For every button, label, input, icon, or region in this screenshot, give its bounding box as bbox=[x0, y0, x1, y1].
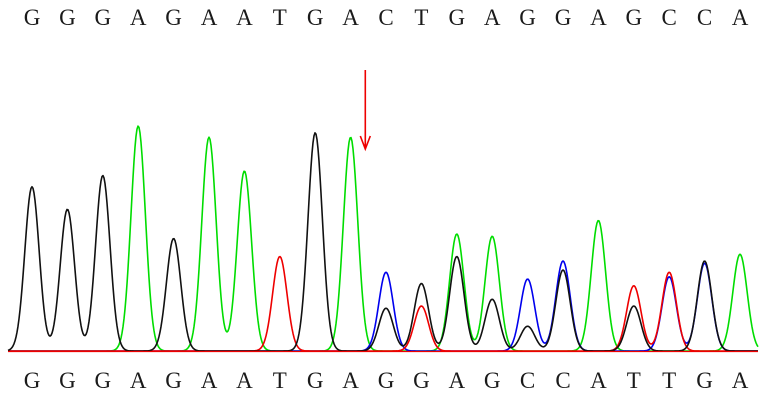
reference-base-letter: C bbox=[662, 5, 677, 30]
reference-base-letter: A bbox=[732, 5, 749, 30]
trace-g bbox=[7, 132, 758, 352]
reference-base-letter: T bbox=[414, 5, 428, 30]
called-base-letter: A bbox=[590, 368, 607, 393]
called-base-letter: G bbox=[94, 368, 111, 393]
reference-base-letter: A bbox=[484, 5, 501, 30]
called-base-letter: A bbox=[130, 368, 147, 393]
called-base-letter: A bbox=[732, 368, 749, 393]
called-base-letter: T bbox=[627, 368, 641, 393]
called-base-letter: T bbox=[662, 368, 676, 393]
called-base-letter: A bbox=[342, 368, 359, 393]
called-base-letter: G bbox=[696, 368, 713, 393]
called-base-letter: A bbox=[201, 368, 218, 393]
reference-base-letter: G bbox=[625, 5, 642, 30]
called-base-letter: G bbox=[378, 368, 395, 393]
called-base-letter: C bbox=[520, 368, 535, 393]
reference-base-letter: A bbox=[201, 5, 218, 30]
called-base-letter: G bbox=[307, 368, 324, 393]
mutation-marker bbox=[359, 70, 372, 152]
called-base-letter: T bbox=[273, 368, 287, 393]
reference-base-letter: A bbox=[130, 5, 147, 30]
reference-base-letter: T bbox=[273, 5, 287, 30]
reference-base-letter: G bbox=[448, 5, 465, 30]
reference-base-letter: G bbox=[59, 5, 76, 30]
called-base-letter: G bbox=[59, 368, 76, 393]
reference-base-letter: G bbox=[307, 5, 324, 30]
reference-base-letter: G bbox=[555, 5, 572, 30]
reference-base-letter: A bbox=[342, 5, 359, 30]
called-base-letter: G bbox=[165, 368, 182, 393]
trace-a bbox=[8, 125, 759, 352]
reference-base-letter: A bbox=[590, 5, 607, 30]
reference-base-letter: C bbox=[378, 5, 393, 30]
called-base-letter: A bbox=[236, 368, 253, 393]
reference-base-letter: G bbox=[165, 5, 182, 30]
called-base-letter: A bbox=[448, 368, 465, 393]
called-base-letter: G bbox=[413, 368, 430, 393]
reference-base-letter: G bbox=[94, 5, 111, 30]
reference-base-letter: C bbox=[697, 5, 712, 30]
called-base-letter: G bbox=[484, 368, 501, 393]
called-base-letter: G bbox=[24, 368, 41, 393]
reference-base-letter: A bbox=[236, 5, 253, 30]
reference-base-letter: G bbox=[24, 5, 41, 30]
called-base-letter: C bbox=[555, 368, 570, 393]
chromatogram-traces bbox=[7, 125, 759, 352]
reference-base-letter: G bbox=[519, 5, 536, 30]
down-arrow-icon bbox=[359, 70, 372, 152]
